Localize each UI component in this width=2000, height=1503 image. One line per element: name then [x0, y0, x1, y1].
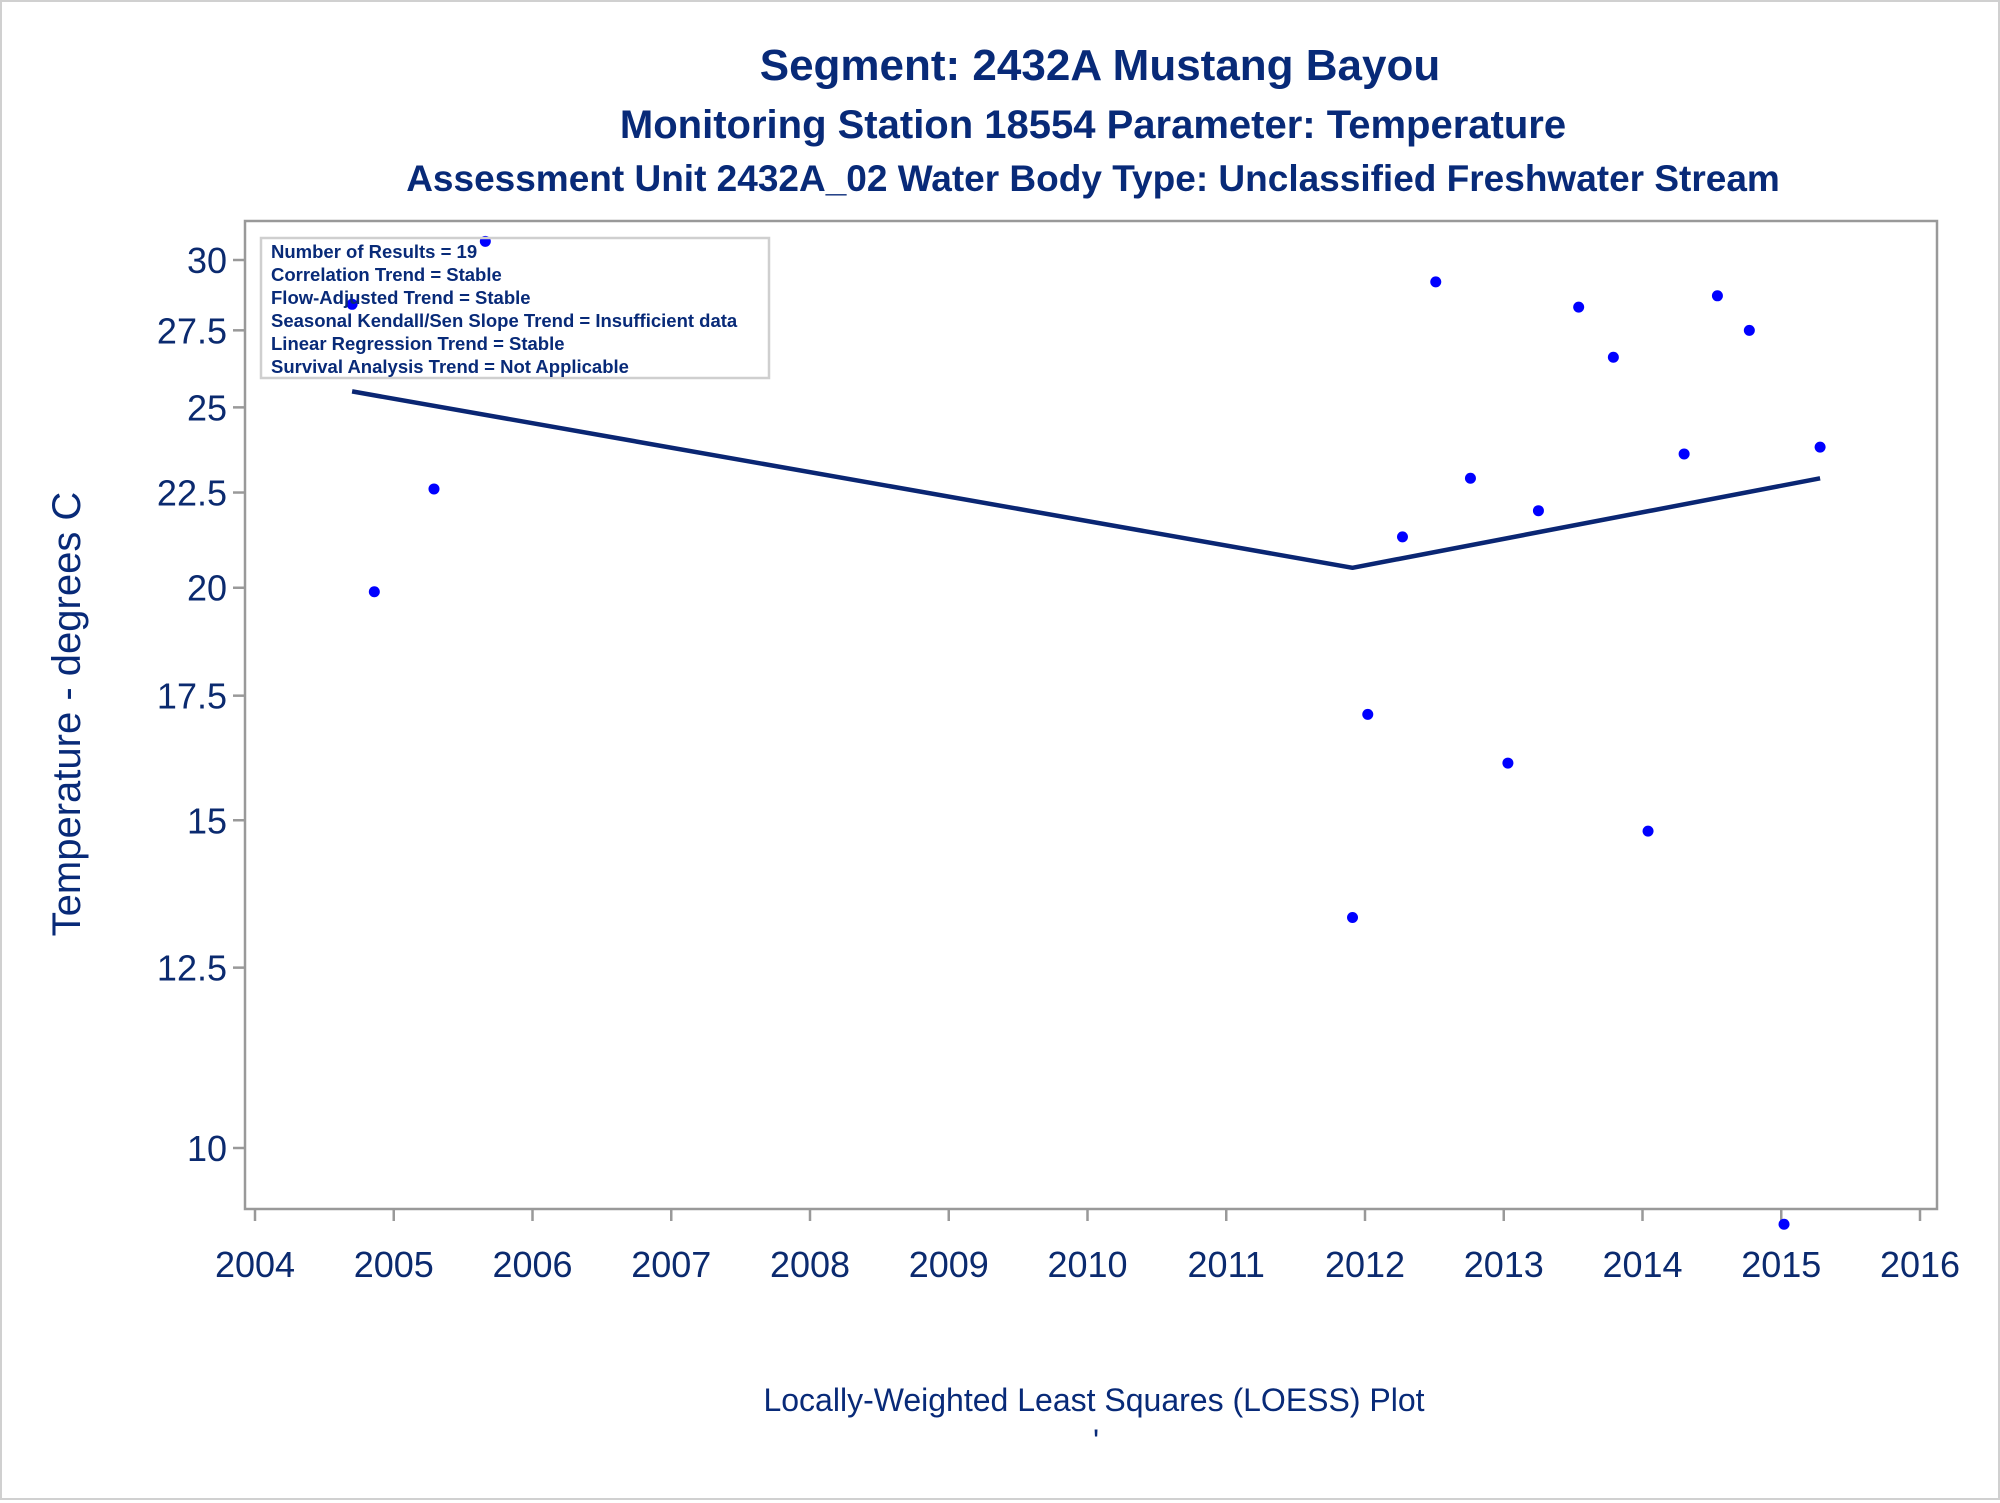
stat-survival-analysis-trend: Survival Analysis Trend = Not Applicable — [271, 356, 629, 377]
x-tick-label: 2016 — [1880, 1244, 1960, 1285]
trend-stats-box: Number of Results = 19 Correlation Trend… — [259, 236, 771, 380]
data-point — [1711, 290, 1723, 302]
data-point — [1396, 531, 1408, 543]
x-tick-label: 2005 — [354, 1244, 434, 1285]
y-tick-label: 25 — [187, 387, 227, 428]
plot-area — [243, 219, 1939, 1211]
data-point — [1814, 441, 1826, 453]
y-tick-label: 22.5 — [157, 473, 227, 514]
stat-correlation-trend: Correlation Trend = Stable — [271, 264, 502, 285]
x-tick-label: 2012 — [1325, 1244, 1405, 1285]
data-point — [1532, 505, 1544, 517]
x-axis: 2004 2005 2006 2007 2008 2009 2010 2011 2012 2013… — [215, 1209, 1960, 1285]
chart-subtitle-assessment: Assessment Unit 2432A_02 Water Body Type… — [406, 158, 1780, 199]
x-tick-label: 2015 — [1741, 1244, 1821, 1285]
data-point — [1743, 324, 1755, 336]
y-tick-label: 10 — [187, 1128, 227, 1169]
stat-number-of-results: Number of Results = 19 — [271, 241, 477, 262]
stat-seasonal-kendall-trend: Seasonal Kendall/Sen Slope Trend = Insuf… — [271, 310, 738, 331]
data-point — [428, 483, 440, 495]
y-tick-label: 12.5 — [157, 948, 227, 989]
chart-title: Segment: 2432A Mustang Bayou — [760, 41, 1441, 90]
y-axis: 10 12.5 15 17.5 20 22.5 25 27.5 30 — [157, 240, 245, 1169]
data-point — [1642, 825, 1654, 837]
data-points — [346, 235, 1826, 1230]
x-tick-label: 2006 — [492, 1244, 572, 1285]
data-point — [1464, 472, 1476, 484]
stats-box-border — [259, 236, 771, 380]
data-point — [1430, 276, 1442, 288]
y-tick-label: 15 — [187, 800, 227, 841]
stat-flow-adjusted-trend: Flow-Adjusted Trend = Stable — [271, 287, 531, 308]
stat-linear-regression-trend: Linear Regression Trend = Stable — [271, 333, 565, 354]
y-axis-label: Temperature - degrees C — [45, 492, 89, 937]
data-point — [1502, 757, 1514, 769]
data-point — [1607, 351, 1619, 363]
data-point — [1573, 301, 1585, 313]
x-tick-label: 2004 — [215, 1244, 295, 1285]
data-point — [1778, 1218, 1790, 1230]
chart-subtitle-station: Monitoring Station 18554 Parameter: Temp… — [620, 103, 1566, 147]
x-tick-label: 2008 — [770, 1244, 850, 1285]
loess-series-line — [351, 389, 1821, 571]
x-tick-label: 2009 — [909, 1244, 989, 1285]
y-tick-label: 27.5 — [157, 310, 227, 351]
chart-footnote: Locally-Weighted Least Squares (LOESS) P… — [763, 1382, 1424, 1418]
footnote-mark: ' — [1093, 1423, 1099, 1459]
data-point — [1678, 448, 1690, 460]
y-tick-label: 20 — [187, 568, 227, 609]
x-tick-label: 2010 — [1047, 1244, 1127, 1285]
data-point — [368, 586, 380, 598]
data-point — [1362, 708, 1374, 720]
x-tick-label: 2007 — [631, 1244, 711, 1285]
y-tick-label: 17.5 — [157, 676, 227, 717]
x-tick-label: 2011 — [1188, 1244, 1265, 1285]
data-point — [1347, 911, 1359, 923]
data-point — [346, 298, 358, 310]
y-tick-label: 30 — [187, 240, 227, 281]
x-tick-label: 2013 — [1464, 1244, 1544, 1285]
x-tick-label: 2014 — [1602, 1244, 1682, 1285]
